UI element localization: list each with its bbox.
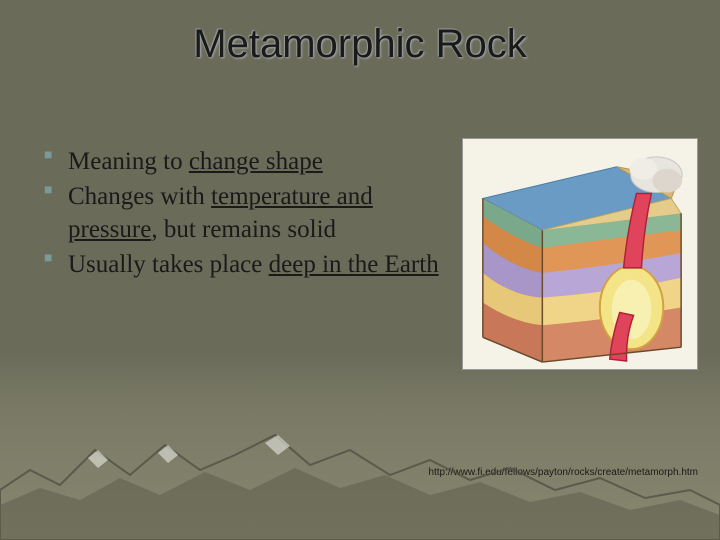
bullet-item: Changes with temperature and pressure, b…	[40, 180, 440, 246]
slide-title: Metamorphic Rock	[0, 0, 720, 67]
content-area: Meaning to change shape Changes with tem…	[40, 145, 440, 283]
diagram-figure	[462, 138, 698, 370]
mountain-footer-icon	[0, 420, 720, 540]
slide: Metamorphic Rock Meaning to change shape…	[0, 0, 720, 540]
bullet-item: Meaning to change shape	[40, 145, 440, 178]
bullet-item: Usually takes place deep in the Earth	[40, 248, 440, 281]
rock-diagram-icon	[463, 139, 697, 369]
bullet-list: Meaning to change shape Changes with tem…	[40, 145, 440, 281]
